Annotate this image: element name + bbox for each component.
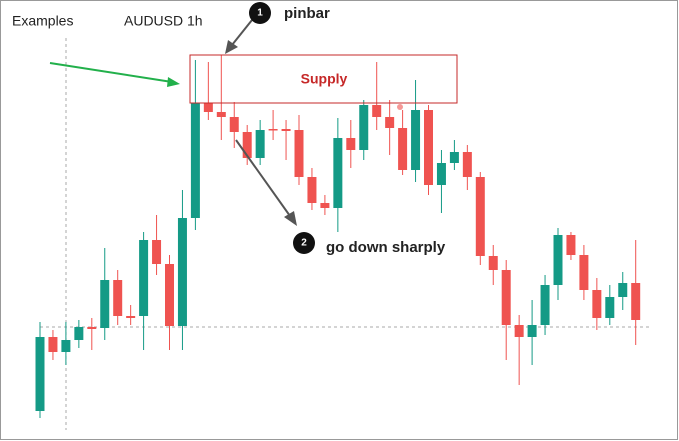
move-arrow-head bbox=[284, 211, 297, 226]
candle-body bbox=[449, 152, 459, 163]
candle-body bbox=[618, 283, 628, 297]
candle-body bbox=[605, 297, 615, 318]
candle-body bbox=[203, 103, 213, 112]
marker-2 bbox=[293, 232, 315, 254]
green-arrow bbox=[49, 62, 173, 83]
candle-body bbox=[294, 130, 304, 177]
candle-body bbox=[514, 325, 524, 337]
green-arrow-head bbox=[167, 77, 180, 87]
marker-2-text: 2 bbox=[301, 238, 307, 249]
pinbar-arrow-head bbox=[225, 40, 238, 54]
move-label: go down sharply bbox=[326, 239, 446, 256]
candle-body bbox=[631, 283, 641, 320]
pinbar-arrow bbox=[231, 19, 253, 46]
candle-body bbox=[540, 285, 550, 325]
candle-body bbox=[61, 340, 71, 352]
candle-body bbox=[475, 177, 485, 256]
supply-label: Supply bbox=[301, 71, 348, 87]
cursor-dot bbox=[397, 104, 403, 110]
candle-body bbox=[501, 270, 511, 325]
candle-body bbox=[152, 240, 162, 264]
marker-1 bbox=[249, 2, 271, 24]
candle-body bbox=[113, 280, 123, 316]
pinbar-label: pinbar bbox=[284, 5, 330, 22]
candle-body bbox=[592, 290, 602, 318]
candle-body bbox=[74, 327, 84, 340]
candle-body bbox=[216, 112, 226, 117]
candle-body bbox=[255, 130, 265, 158]
candle-body bbox=[359, 105, 369, 150]
candle-body bbox=[488, 256, 498, 270]
candle-body bbox=[398, 128, 408, 170]
candle-body bbox=[411, 110, 421, 170]
candle-body bbox=[281, 129, 291, 131]
chart-label: Examples bbox=[12, 13, 73, 29]
candle-body bbox=[346, 138, 356, 150]
candle-body bbox=[48, 337, 58, 352]
marker-1-text: 1 bbox=[257, 8, 263, 19]
move-arrow bbox=[235, 139, 291, 217]
candle-body bbox=[307, 177, 317, 203]
candle-body bbox=[35, 337, 45, 411]
candle-body bbox=[553, 235, 563, 285]
candle-body bbox=[126, 316, 136, 318]
candle-body bbox=[527, 325, 537, 337]
candle-body bbox=[579, 255, 589, 290]
candle-body bbox=[424, 110, 433, 185]
candle-body bbox=[268, 129, 278, 131]
candle-body bbox=[242, 132, 252, 158]
candle-body bbox=[139, 240, 149, 316]
candle-body bbox=[229, 117, 239, 132]
candle-body bbox=[100, 280, 110, 328]
candle-body bbox=[372, 105, 382, 117]
candle-body bbox=[177, 218, 187, 326]
candle-body bbox=[436, 163, 446, 185]
candle-body bbox=[385, 117, 395, 128]
candle-body bbox=[190, 103, 200, 218]
supply-zone bbox=[189, 54, 458, 104]
chart-title: AUDUSD 1h bbox=[124, 13, 203, 29]
candle-body bbox=[320, 203, 330, 208]
candle-body bbox=[566, 235, 576, 255]
candle-body bbox=[165, 264, 174, 326]
candle-body bbox=[87, 327, 97, 329]
candle-body bbox=[333, 138, 343, 208]
candle-body bbox=[462, 152, 472, 177]
